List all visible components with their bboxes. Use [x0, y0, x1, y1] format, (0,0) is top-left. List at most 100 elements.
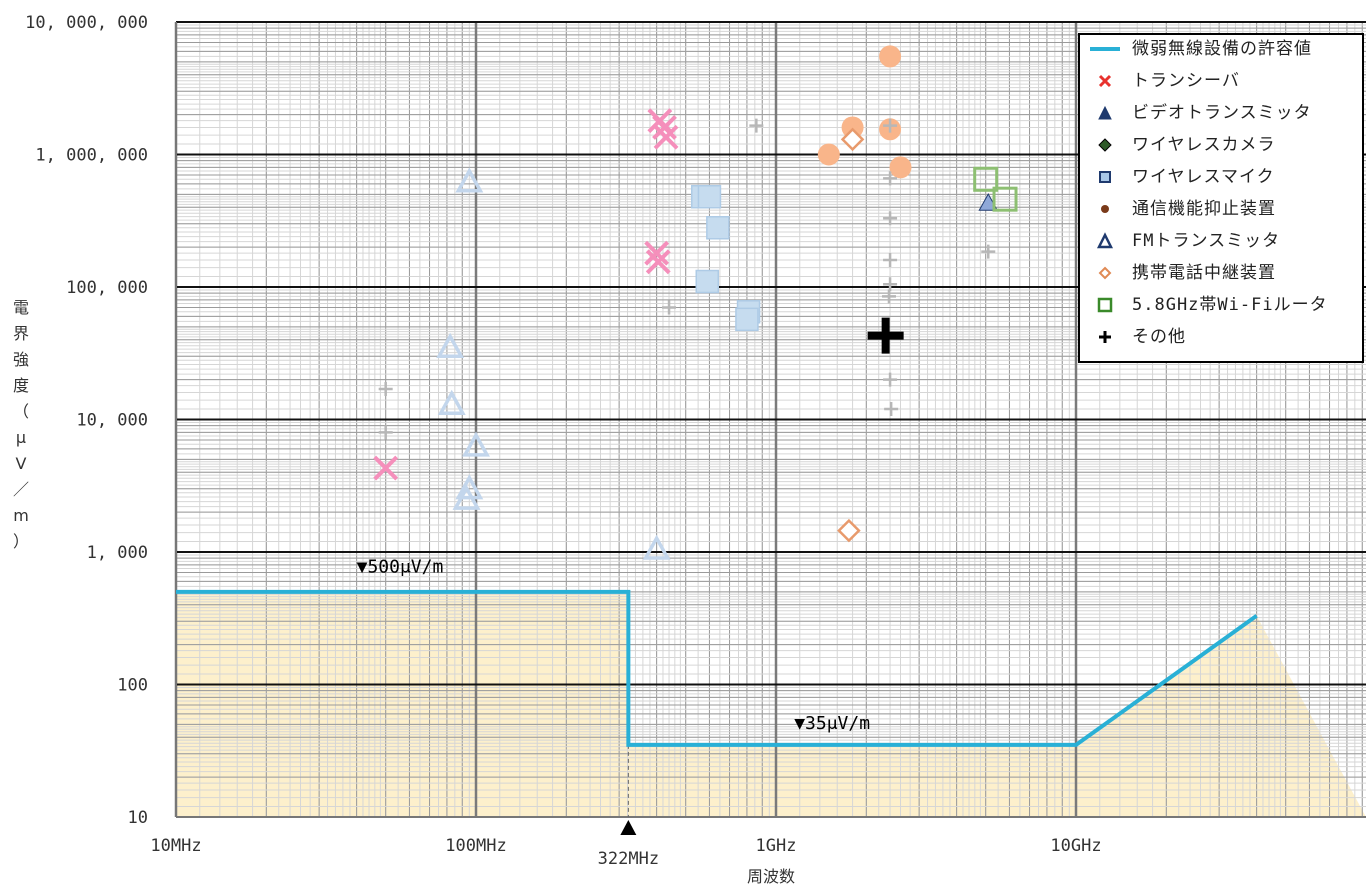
x-axis-label: 周波数 [747, 867, 795, 886]
axes: 10 100 1, 000 10, 000 100, 000 1, 000, 000 10,… [25, 13, 1366, 886]
data-point-diamond [840, 127, 865, 152]
data-point-plus [378, 425, 393, 440]
marker-322-label: 322MHz [598, 849, 659, 869]
x-tick-label: 10MHz [150, 836, 201, 856]
data-point-circle [879, 45, 902, 68]
data-point-plus [883, 372, 898, 387]
y-axis-label-char: 度 [12, 376, 29, 395]
data-point-plus [662, 300, 677, 315]
y-axis-label-char: 界 [12, 324, 29, 343]
data-point-triangle [455, 167, 484, 193]
data-point-triangle [455, 474, 484, 500]
data-point-diamond [837, 518, 861, 543]
legend-item: ワイヤレスマイク [1080, 165, 1362, 189]
data-point-plus [883, 277, 898, 292]
legend-item: FMトランスミッタ [1080, 229, 1362, 253]
y-tick-label: 100, 000 [66, 278, 148, 298]
y-tick-label: 10, 000 [76, 411, 148, 431]
legend-label: 通信機能抑止装置 [1132, 199, 1276, 219]
legend-x-icon [1098, 74, 1112, 88]
legend-label: 微弱無線設備の許容値 [1132, 39, 1312, 59]
data-point-triangle [436, 332, 465, 358]
y-axis-label-char: μ [15, 428, 27, 447]
y-axis-label-char: ） [12, 532, 29, 551]
legend-item: ビデオトランスミッタ [1080, 101, 1362, 125]
y-tick-label: 1, 000 [87, 543, 148, 563]
legend-triangle-icon [1096, 232, 1114, 249]
y-tick-label: 10 [128, 808, 148, 828]
data-point-plus [883, 171, 898, 186]
data-points [373, 45, 1018, 560]
legend-symbol-icon [1098, 105, 1112, 120]
y-axis-label-char: （ [12, 402, 29, 421]
data-point-triangle [642, 534, 671, 560]
data-point-square-open [992, 186, 1018, 212]
allowed-region-fill [176, 591, 1366, 817]
data-point-square [697, 184, 722, 209]
limit-annotation: ▼500μV/m [357, 557, 444, 578]
y-tick-label: 1, 000, 000 [35, 146, 148, 166]
legend-plus-icon [1099, 331, 1111, 343]
y-axis-label-char: V [15, 454, 27, 473]
y-axis-label-char: 電 [12, 298, 29, 317]
x-tick-label: 100MHz [445, 836, 506, 856]
legend-symbol-icon [1098, 74, 1112, 88]
legend-square-icon [1099, 171, 1111, 183]
data-point-square-open [973, 166, 999, 192]
legend-item: トランシーバ [1080, 69, 1362, 93]
legend-symbol-icon [1098, 138, 1112, 152]
legend-item: 携帯電話中継装置 [1080, 261, 1362, 285]
legend-label: ビデオトランスミッタ [1132, 103, 1312, 123]
data-point-plus [884, 402, 899, 417]
data-point-x [644, 240, 670, 266]
limit-annotation: ▼35μV/m [794, 713, 870, 734]
y-axis-label-char: m [13, 506, 29, 525]
data-point-plus [883, 252, 898, 267]
legend-symbol-icon [1097, 297, 1113, 313]
data-point-plus [981, 244, 996, 259]
data-point-square [706, 216, 730, 240]
legend-label: 携帯電話中継装置 [1132, 263, 1276, 283]
legend-item: 微弱無線設備の許容値 [1080, 37, 1362, 61]
data-point-plus [749, 118, 764, 133]
legend-item: その他 [1080, 325, 1362, 349]
legend-symbol-icon [1099, 171, 1111, 183]
data-point-plus [881, 289, 896, 304]
legend-square-open-icon [1097, 297, 1113, 313]
data-point-plus [378, 381, 393, 396]
legend-circle-icon [1101, 205, 1109, 213]
data-point-triangle [462, 431, 490, 457]
legend-item: 通信機能抑止装置 [1080, 197, 1362, 221]
limit-line-path [176, 589, 1258, 747]
data-point-triangle [437, 389, 466, 415]
limit-shaded-region [176, 591, 1366, 817]
legend-symbol-icon [1101, 205, 1109, 213]
y-axis-label-char: 強 [12, 350, 29, 369]
legend-triangle-filled-icon [1098, 105, 1112, 120]
legend-symbol-icon [1096, 232, 1114, 249]
data-point-plus [883, 211, 898, 226]
data-point-x [652, 115, 677, 140]
data-point-circle [889, 156, 912, 179]
legend-item: 5.8GHz帯Wi-Fiルータ [1080, 293, 1362, 317]
legend-label: FMトランスミッタ [1132, 231, 1281, 251]
y-axis-label: 電界強度 （ μ V ／ m ） [10, 295, 32, 555]
x-tick-label: 1GHz [756, 836, 797, 856]
data-point-plus-highlight [867, 317, 904, 354]
legend-item: ワイヤレスカメラ [1080, 133, 1362, 157]
x-tick-label: 10GHz [1050, 836, 1101, 856]
legend-label: その他 [1132, 327, 1186, 347]
legend-symbol-icon [1090, 47, 1120, 51]
legend-label: 5.8GHz帯Wi-Fiルータ [1132, 295, 1328, 315]
marker-322-triangle-icon [620, 820, 637, 835]
data-point-x [645, 249, 671, 275]
legend-symbol-icon [1098, 266, 1112, 280]
y-tick-label: 10, 000, 000 [25, 13, 148, 33]
legend-symbol-icon [1099, 331, 1111, 343]
data-point-triangle [452, 484, 481, 510]
legend-label: トランシーバ [1132, 71, 1240, 91]
annotations: ▼500μV/m ▼35μV/m [357, 557, 870, 735]
data-point-x [373, 455, 399, 481]
legend-label: ワイヤレスカメラ [1132, 135, 1276, 155]
data-point-square [735, 307, 759, 332]
